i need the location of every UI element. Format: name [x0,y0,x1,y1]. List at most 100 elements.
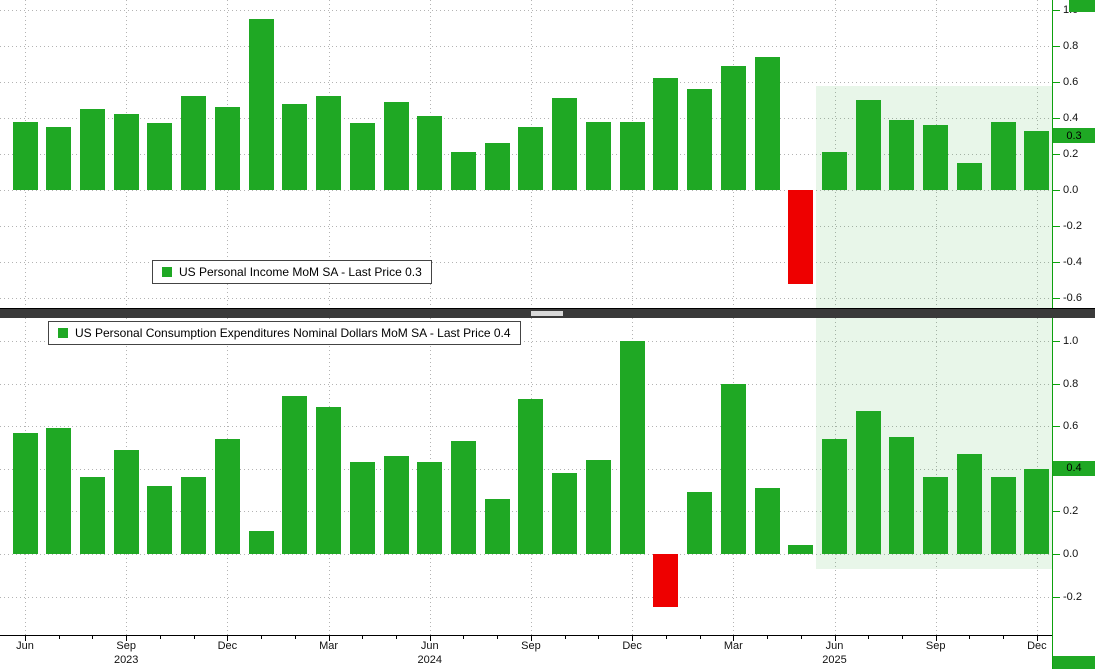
x-axis-tick-icon [767,636,769,639]
bar-us-pce-nominal-dollars-mom-sa-Dec-25[interactable] [1024,468,1050,554]
bar-us-personal-income-mom-sa-Oct-23[interactable] [147,123,173,190]
bar-us-personal-income-mom-sa-Sep-24[interactable] [518,127,544,190]
bar-us-pce-nominal-dollars-mom-sa-Jul-25[interactable] [855,411,881,554]
bar-us-pce-nominal-dollars-mom-sa-Aug-25[interactable] [889,436,915,554]
bar-us-pce-nominal-dollars-mom-sa-May-25[interactable] [788,545,814,554]
chart-corner-button[interactable] [1069,0,1095,12]
bar-us-pce-nominal-dollars-mom-sa-Dec-24[interactable] [619,341,645,554]
x-axis-month-label: Jun [825,640,844,652]
bar-us-personal-income-mom-sa-Apr-24[interactable] [349,123,375,190]
bar-us-pce-nominal-dollars-mom-sa-Nov-24[interactable] [585,460,611,554]
bar-us-pce-nominal-dollars-mom-sa-Apr-25[interactable] [754,487,780,554]
bar-us-personal-income-mom-sa-Mar-24[interactable] [316,96,342,190]
bar-us-pce-nominal-dollars-mom-sa-May-24[interactable] [383,456,409,554]
x-axis-year-label: 2025 [822,654,847,666]
splitter-handle-icon[interactable] [531,311,563,316]
bar-us-personal-income-mom-sa-Feb-25[interactable] [687,89,713,190]
bar-us-personal-income-mom-sa-Dec-25[interactable] [1024,130,1050,190]
bar-us-pce-nominal-dollars-mom-sa-Jul-24[interactable] [450,441,476,554]
x-axis-tick-icon [564,636,566,639]
bar-us-personal-income-mom-sa-Feb-24[interactable] [282,103,308,190]
y-axis-label: 0.2 [1063,148,1079,160]
y-axis-label: 0.0 [1063,184,1079,196]
bar-us-pce-nominal-dollars-mom-sa-Aug-23[interactable] [79,477,105,554]
bar-us-personal-income-mom-sa-Jan-24[interactable] [248,19,274,190]
y-axis-tick-icon [1052,82,1060,83]
bar-us-pce-nominal-dollars-mom-sa-Jan-24[interactable] [248,530,274,554]
last-price-label-us-pce-nominal-dollars-mom-sa: 0.4 [1053,460,1095,476]
y-axis-label: 0.6 [1063,76,1079,88]
bar-us-pce-nominal-dollars-mom-sa-Oct-23[interactable] [147,485,173,554]
x-axis-tick-icon [463,636,465,639]
y-axis-tick-icon [1052,46,1060,47]
x-axis-tick-icon [193,636,195,639]
bar-us-personal-income-mom-sa-Aug-25[interactable] [889,119,915,190]
bar-us-personal-income-mom-sa-Sep-23[interactable] [113,114,139,190]
y-axis-tick-icon [1052,554,1060,555]
y-axis-label: 0.8 [1063,378,1079,390]
y-axis-line [1052,0,1053,669]
bar-us-pce-nominal-dollars-mom-sa-Dec-23[interactable] [214,438,240,554]
bar-us-personal-income-mom-sa-May-25[interactable] [788,190,814,284]
bar-us-personal-income-mom-sa-Jul-25[interactable] [855,100,881,190]
bar-us-personal-income-mom-sa-Jul-23[interactable] [46,127,72,190]
bar-us-pce-nominal-dollars-mom-sa-Mar-24[interactable] [316,407,342,554]
bar-us-pce-nominal-dollars-mom-sa-Jan-25[interactable] [653,554,679,608]
bar-us-personal-income-mom-sa-Jun-23[interactable] [12,121,38,190]
x-axis-tick-icon [834,636,836,641]
bar-us-personal-income-mom-sa-Mar-25[interactable] [720,65,746,190]
bar-us-personal-income-mom-sa-Jun-25[interactable] [822,152,848,190]
bar-us-personal-income-mom-sa-Dec-23[interactable] [214,107,240,190]
y-axis-tick-icon [1052,262,1060,263]
y-axis-label: -0.4 [1063,256,1082,268]
bar-us-pce-nominal-dollars-mom-sa-Oct-24[interactable] [552,473,578,554]
bar-us-pce-nominal-dollars-mom-sa-Nov-23[interactable] [181,477,207,554]
x-axis-tick-icon [598,636,600,639]
y-axis-label: 0.0 [1063,548,1079,560]
bar-us-personal-income-mom-sa-May-24[interactable] [383,101,409,190]
bar-us-pce-nominal-dollars-mom-sa-Mar-25[interactable] [720,383,746,554]
bar-us-personal-income-mom-sa-Oct-24[interactable] [552,98,578,190]
panel-splitter[interactable] [0,308,1095,318]
x-axis-month-label: Jun [420,640,439,652]
legend-pce-nominal[interactable]: US Personal Consumption Expenditures Nom… [48,321,521,345]
bar-us-personal-income-mom-sa-Nov-25[interactable] [990,121,1016,190]
gridline-h [0,118,1052,119]
bar-us-pce-nominal-dollars-mom-sa-Feb-24[interactable] [282,396,308,554]
bar-us-personal-income-mom-sa-Nov-24[interactable] [585,121,611,190]
bar-us-pce-nominal-dollars-mom-sa-Apr-24[interactable] [349,462,375,554]
bar-us-pce-nominal-dollars-mom-sa-Jun-25[interactable] [822,438,848,554]
bar-us-personal-income-mom-sa-Dec-24[interactable] [619,121,645,190]
bar-us-pce-nominal-dollars-mom-sa-Jun-24[interactable] [417,462,443,554]
bar-us-pce-nominal-dollars-mom-sa-Aug-24[interactable] [484,498,510,554]
bar-us-personal-income-mom-sa-Sep-25[interactable] [923,125,949,190]
x-axis-tick-icon [227,636,229,641]
bar-us-personal-income-mom-sa-Aug-24[interactable] [484,143,510,190]
bar-us-pce-nominal-dollars-mom-sa-Nov-25[interactable] [990,477,1016,554]
legend-personal-income[interactable]: US Personal Income MoM SA - Last Price 0… [152,260,432,284]
y-axis-label: -0.6 [1063,292,1082,304]
bar-us-personal-income-mom-sa-Jul-24[interactable] [450,152,476,190]
bar-us-pce-nominal-dollars-mom-sa-Feb-25[interactable] [687,492,713,554]
bar-us-personal-income-mom-sa-Apr-25[interactable] [754,56,780,190]
bar-us-personal-income-mom-sa-Jun-24[interactable] [417,116,443,190]
y-axis-tick-icon [1052,384,1060,385]
x-axis-tick-icon [868,636,870,639]
bar-us-pce-nominal-dollars-mom-sa-Jul-23[interactable] [46,428,72,554]
y-axis-label: 0.6 [1063,420,1079,432]
legend-label-pce-nominal: US Personal Consumption Expenditures Nom… [75,326,511,340]
axis-corner-box [1053,656,1095,669]
bar-us-personal-income-mom-sa-Jan-25[interactable] [653,78,679,190]
bar-us-personal-income-mom-sa-Aug-23[interactable] [79,109,105,190]
highlight-region [815,85,1052,309]
bar-us-pce-nominal-dollars-mom-sa-Jun-23[interactable] [12,432,38,554]
bar-us-pce-nominal-dollars-mom-sa-Oct-25[interactable] [956,453,982,554]
y-axis-tick-icon [1052,298,1060,299]
bar-us-pce-nominal-dollars-mom-sa-Sep-23[interactable] [113,449,139,554]
bar-us-personal-income-mom-sa-Nov-23[interactable] [181,96,207,190]
bar-us-pce-nominal-dollars-mom-sa-Sep-24[interactable] [518,398,544,554]
bar-us-personal-income-mom-sa-Oct-25[interactable] [956,163,982,190]
bar-us-pce-nominal-dollars-mom-sa-Sep-25[interactable] [923,477,949,554]
y-axis-label: 0.8 [1063,40,1079,52]
